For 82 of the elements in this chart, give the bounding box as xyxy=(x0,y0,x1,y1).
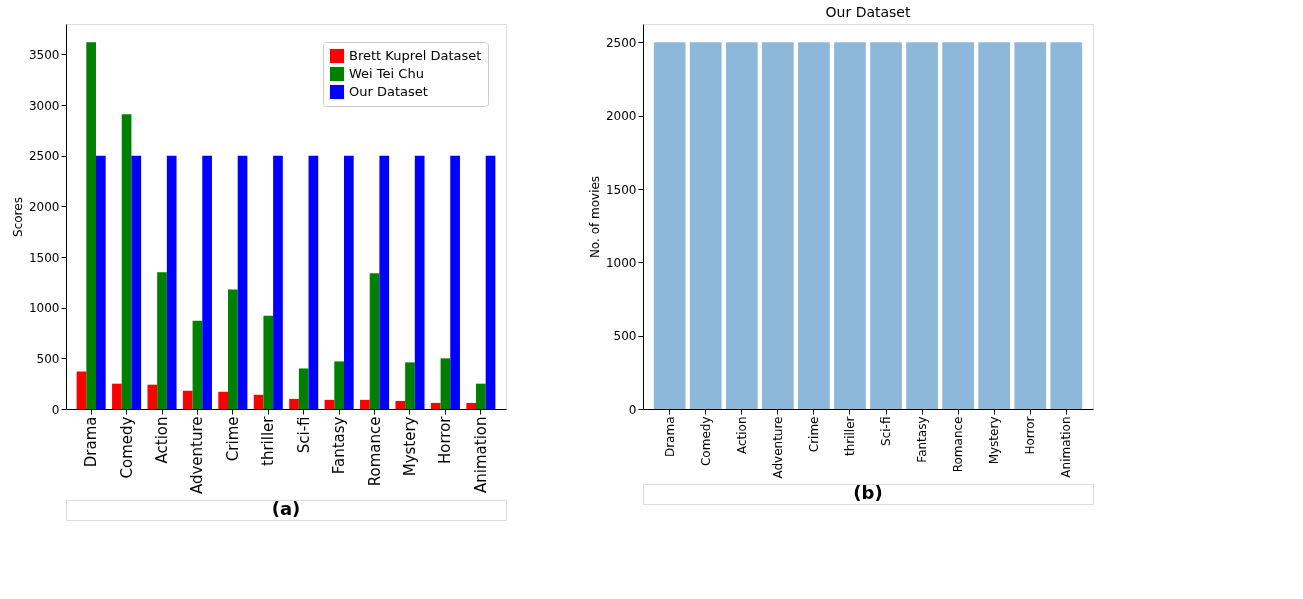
bar xyxy=(298,368,309,409)
text: (b) xyxy=(853,482,883,503)
x-tick-label: Action xyxy=(734,416,749,455)
x-tick-label: Action xyxy=(153,416,172,464)
legend-label: Wei Tei Chu xyxy=(349,66,424,81)
x-tick-label: Fantasy xyxy=(330,416,349,475)
bar xyxy=(263,315,274,409)
x-tick-label: Romance xyxy=(951,416,966,473)
bar xyxy=(192,320,203,409)
bar xyxy=(395,400,406,409)
y-tick-label: 1500 xyxy=(605,182,637,197)
y-tick-label: 500 xyxy=(36,351,60,366)
bar xyxy=(131,155,142,409)
bar xyxy=(202,155,212,409)
bar xyxy=(308,155,319,409)
x-tick-label: Comedy xyxy=(698,416,713,467)
y-tick-label: 3000 xyxy=(28,98,60,113)
x-tick-label: Drama xyxy=(82,416,101,468)
bar xyxy=(369,273,380,409)
x-tick-label: Drama xyxy=(662,416,677,458)
bar xyxy=(273,155,283,409)
bar xyxy=(334,361,344,409)
x-tick-label: Comedy xyxy=(117,416,136,479)
y-tick-label: 500 xyxy=(613,329,637,344)
bar xyxy=(466,402,477,409)
legend-label: Brett Kuprel Dataset xyxy=(349,48,482,63)
y-tick-label: 1000 xyxy=(605,255,637,270)
bar xyxy=(253,394,264,409)
x-tick-label: Mystery xyxy=(987,416,1002,465)
text: (a) xyxy=(271,498,301,519)
x-tick-label: Mystery xyxy=(400,416,419,477)
x-tick-label: Horror xyxy=(1023,416,1038,455)
x-tick-label: Sci-fi xyxy=(879,416,894,446)
bar xyxy=(343,155,354,409)
bar xyxy=(414,155,425,409)
bar xyxy=(360,399,370,409)
x-tick-label: Animation xyxy=(1059,416,1074,478)
bar xyxy=(324,399,335,409)
bar xyxy=(86,42,96,409)
y-tick-label: 2000 xyxy=(605,109,637,124)
bar xyxy=(450,155,460,409)
y-tick-label: 0 xyxy=(51,402,60,417)
bar xyxy=(476,383,486,409)
x-tick-label: Romance xyxy=(365,416,384,487)
x-tick-label: Horror xyxy=(436,415,455,465)
y-tick-label: 1000 xyxy=(28,301,60,316)
bar xyxy=(379,155,390,409)
x-tick-label: Adventure xyxy=(770,416,785,479)
x-tick-label: Adventure xyxy=(188,416,207,495)
bar xyxy=(289,398,299,409)
bar xyxy=(121,114,132,409)
bar xyxy=(147,384,158,409)
y-tick-label: 1500 xyxy=(28,250,60,265)
y-tick-label: 0 xyxy=(628,402,637,417)
bar xyxy=(95,155,106,409)
bar xyxy=(440,358,451,409)
bar xyxy=(112,383,122,409)
y-axis-title: Scores xyxy=(10,197,25,237)
bar xyxy=(182,390,193,409)
bar xyxy=(228,289,238,409)
y-tick-label: 2000 xyxy=(28,199,60,214)
x-tick-label: Crime xyxy=(223,416,242,462)
y-tick-label: 2500 xyxy=(605,35,637,50)
y-tick-label: 3500 xyxy=(28,47,60,62)
x-tick-label: Crime xyxy=(806,416,821,453)
bar xyxy=(157,272,167,409)
x-tick-label: Fantasy xyxy=(915,416,930,463)
legend-label: Our Dataset xyxy=(349,84,428,99)
x-tick-label: thriller xyxy=(842,416,857,457)
bar xyxy=(76,371,87,409)
x-tick-label: thriller xyxy=(259,415,278,466)
bar xyxy=(485,155,496,409)
bar xyxy=(405,362,415,409)
x-tick-label: Animation xyxy=(471,416,490,493)
bar xyxy=(430,402,441,409)
chart-title: Our Dataset xyxy=(825,4,911,20)
y-axis-title: No. of movies xyxy=(587,175,602,259)
y-tick-label: 2500 xyxy=(28,149,60,164)
bar xyxy=(237,155,248,409)
bar xyxy=(166,155,177,409)
x-tick-label: Sci-fi xyxy=(294,416,313,454)
bar xyxy=(218,391,229,409)
